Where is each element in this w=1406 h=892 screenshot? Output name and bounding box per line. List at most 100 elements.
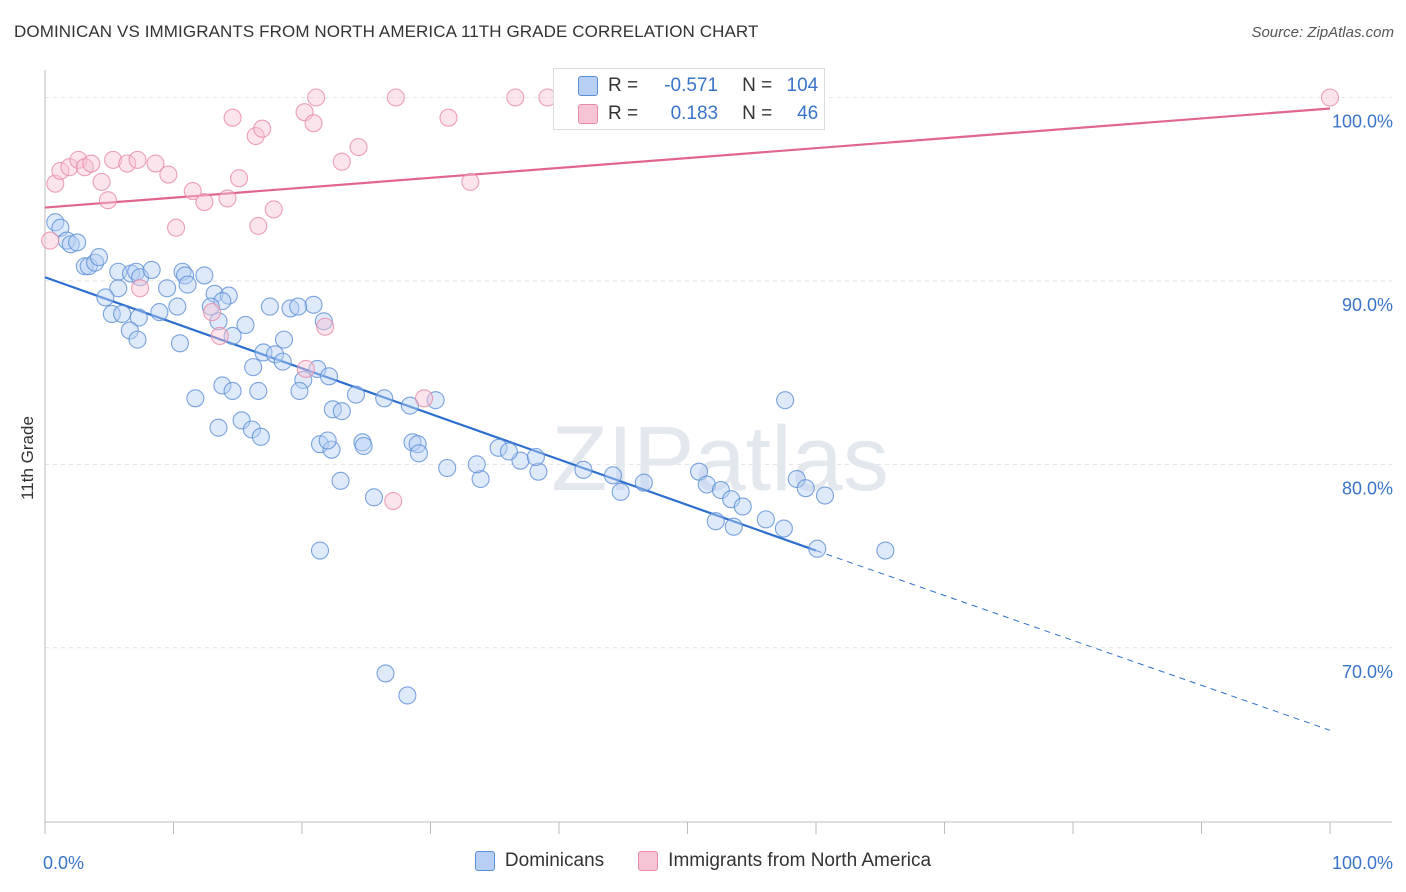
data-point <box>265 345 285 364</box>
data-point <box>159 165 178 184</box>
data-point <box>467 455 486 474</box>
data-point <box>331 471 350 490</box>
data-point <box>244 358 263 377</box>
data-point <box>82 154 101 173</box>
data-point <box>264 200 283 219</box>
data-point <box>724 517 743 536</box>
y-axis-label: 11th Grade <box>18 416 37 500</box>
data-point <box>774 519 793 538</box>
data-point <box>142 260 161 279</box>
data-point <box>118 154 137 173</box>
n-label: N = <box>742 75 773 96</box>
data-point <box>722 490 741 509</box>
legend-item-dominicans[interactable]: Dominicans <box>474 850 604 872</box>
data-point <box>128 330 147 349</box>
data-point <box>506 88 525 107</box>
data-point <box>815 486 835 505</box>
source-label: Source: ZipAtlas.com <box>1251 24 1394 41</box>
data-point <box>232 411 251 430</box>
data-point <box>223 108 242 127</box>
data-point <box>426 391 445 410</box>
data-point <box>102 304 121 323</box>
data-point <box>150 303 169 322</box>
data-point <box>711 480 730 500</box>
data-point <box>438 458 457 478</box>
data-point <box>92 172 111 191</box>
data-point <box>314 312 333 331</box>
data-point <box>290 381 309 401</box>
data-point <box>322 440 341 459</box>
data-point <box>158 279 177 298</box>
data-point <box>254 343 273 362</box>
data-point <box>415 389 434 408</box>
n-value: 46 <box>797 103 819 124</box>
data-point <box>129 308 148 327</box>
data-point <box>236 315 255 334</box>
data-point <box>186 389 205 408</box>
data-point <box>346 385 366 404</box>
r-value: 0.183 <box>670 103 719 124</box>
data-point <box>260 297 279 316</box>
data-point <box>113 304 132 323</box>
data-point <box>310 541 330 560</box>
data-points <box>41 88 1340 705</box>
data-point <box>223 381 242 401</box>
data-point <box>323 400 342 419</box>
legend-label: Immigrants from North America <box>668 850 932 871</box>
data-point <box>489 438 508 457</box>
data-point <box>1320 88 1340 107</box>
data-point <box>229 169 249 188</box>
n-label: N = <box>742 103 773 124</box>
legend-swatch-blue <box>474 851 495 871</box>
data-point <box>201 297 220 316</box>
data-point <box>318 431 337 450</box>
n-value: 104 <box>786 75 819 96</box>
trend-line <box>44 107 1331 209</box>
data-point <box>46 213 65 232</box>
data-point <box>109 279 128 298</box>
data-point <box>697 475 716 494</box>
data-point <box>61 235 80 254</box>
data-point <box>167 218 186 237</box>
data-point <box>213 292 232 311</box>
data-point <box>249 381 268 401</box>
data-point <box>178 275 197 294</box>
data-point <box>319 367 339 386</box>
data-point <box>384 491 403 511</box>
data-point <box>304 114 323 133</box>
data-point <box>195 266 214 285</box>
data-point <box>68 233 87 252</box>
tick-labels: 70.0% 80.0% 90.0% 100.0% 0.0% 100.0% <box>43 112 1393 873</box>
data-point <box>733 497 752 516</box>
data-point <box>168 297 187 316</box>
r-label: R = <box>608 75 639 96</box>
data-point <box>249 216 268 235</box>
data-point <box>376 664 395 683</box>
data-point <box>439 108 458 127</box>
data-point <box>296 359 315 379</box>
data-point <box>209 312 228 331</box>
data-point <box>213 376 232 395</box>
data-point <box>808 539 827 558</box>
data-point <box>574 460 593 479</box>
data-point <box>706 512 725 531</box>
data-point <box>41 231 60 250</box>
data-point <box>281 299 300 318</box>
y-tick-label: 90.0% <box>1342 295 1393 315</box>
data-point <box>146 154 165 173</box>
data-point <box>471 469 490 489</box>
legend-item-immigrants[interactable]: Immigrants from North America <box>638 850 931 872</box>
r-value: -0.571 <box>664 75 719 96</box>
data-point <box>876 541 895 560</box>
data-point <box>183 182 202 201</box>
data-point <box>223 326 242 346</box>
data-point <box>603 466 623 485</box>
data-point <box>274 330 294 349</box>
data-point <box>332 402 351 421</box>
data-point <box>386 88 405 107</box>
data-point <box>634 473 653 492</box>
data-point <box>96 288 115 307</box>
data-point <box>246 126 265 146</box>
data-point <box>75 257 94 276</box>
